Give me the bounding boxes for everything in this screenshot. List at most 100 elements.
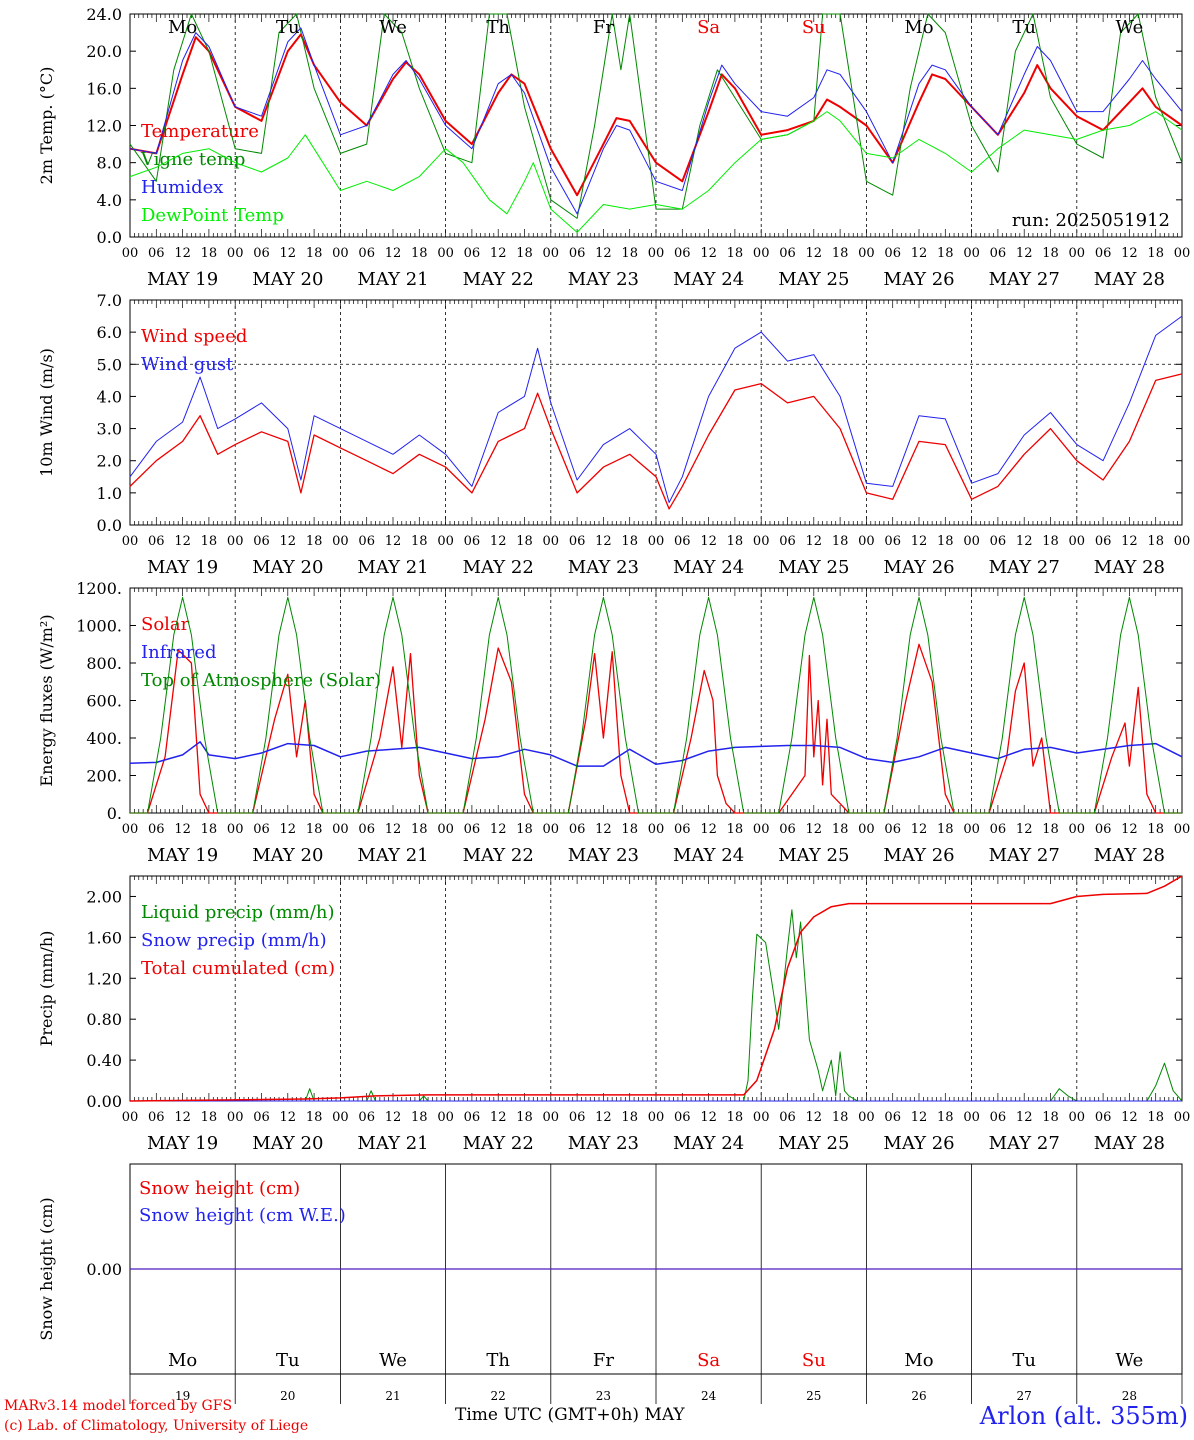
day-number-label: 19 bbox=[175, 1389, 190, 1403]
x-hour-label: 06 bbox=[464, 534, 481, 549]
x-hour-label: 00 bbox=[963, 534, 980, 549]
x-hour-label: 18 bbox=[516, 246, 533, 261]
x-date-label: MAY 24 bbox=[673, 269, 744, 290]
x-date-label: MAY 25 bbox=[778, 845, 849, 866]
legend-entry: Wind speed bbox=[141, 326, 247, 347]
x-hour-label: 18 bbox=[306, 822, 323, 837]
x-hour-label: 18 bbox=[727, 1110, 744, 1125]
x-hour-label: 06 bbox=[253, 246, 270, 261]
x-date-label: MAY 20 bbox=[252, 845, 323, 866]
y-tick-label: 0. bbox=[107, 804, 122, 823]
x-hour-label: 06 bbox=[884, 1110, 901, 1125]
x-hour-label: 06 bbox=[884, 822, 901, 837]
x-hour-label: 18 bbox=[621, 1110, 638, 1125]
day-number-label: 21 bbox=[385, 1389, 400, 1403]
x-date-label: MAY 19 bbox=[147, 557, 218, 578]
x-hour-label: 00 bbox=[963, 1110, 980, 1125]
x-hour-label: 00 bbox=[437, 534, 454, 549]
x-hour-label: 06 bbox=[569, 534, 586, 549]
x-hour-label: 00 bbox=[227, 246, 244, 261]
x-hour-label: 06 bbox=[779, 822, 796, 837]
x-hour-label: 12 bbox=[280, 822, 297, 837]
day-number-label: 22 bbox=[491, 1389, 506, 1403]
station-label: Arlon (alt. 355m) bbox=[979, 1402, 1188, 1430]
day-name-label: We bbox=[379, 1350, 407, 1371]
x-hour-label: 12 bbox=[385, 1110, 402, 1125]
x-hour-label: 00 bbox=[437, 246, 454, 261]
y-tick-label: 1.0 bbox=[97, 484, 122, 503]
series-line-temperature bbox=[129, 33, 1183, 197]
x-hour-label: 00 bbox=[1069, 1110, 1086, 1125]
x-hour-label: 06 bbox=[148, 1110, 165, 1125]
x-date-label: MAY 22 bbox=[463, 1133, 534, 1154]
y-tick-label: 3.0 bbox=[97, 420, 122, 439]
x-hour-label: 18 bbox=[832, 1110, 849, 1125]
x-hour-label: 06 bbox=[253, 1110, 270, 1125]
x-date-label: MAY 20 bbox=[252, 269, 323, 290]
panel-frame bbox=[129, 13, 1183, 238]
x-hour-label: 06 bbox=[358, 246, 375, 261]
y-tick-label: 4.0 bbox=[97, 387, 122, 406]
day-name-label: Sa bbox=[697, 1350, 720, 1371]
x-hour-label: 06 bbox=[674, 534, 691, 549]
x-hour-label: 12 bbox=[490, 534, 507, 549]
legend-entry: Wind gust bbox=[141, 354, 234, 375]
x-hour-label: 00 bbox=[648, 534, 665, 549]
x-hour-label: 12 bbox=[280, 246, 297, 261]
x-hour-label: 18 bbox=[306, 246, 323, 261]
day-number-label: 20 bbox=[280, 1389, 295, 1403]
y-tick-label: 16.0 bbox=[86, 79, 122, 98]
x-hour-label: 00 bbox=[753, 822, 770, 837]
day-name-label: We bbox=[1116, 17, 1144, 38]
legend-entry: Top of Atmosphere (Solar) bbox=[141, 670, 381, 691]
y-tick-label: 7.0 bbox=[97, 291, 122, 310]
x-hour-label: 06 bbox=[148, 534, 165, 549]
panel-frame bbox=[129, 587, 1183, 814]
y-axis-title: Energy fluxes (W/m²) bbox=[37, 614, 56, 786]
x-hour-label: 06 bbox=[884, 534, 901, 549]
legend-entry: Total cumulated (cm) bbox=[141, 958, 335, 979]
x-hour-label: 12 bbox=[911, 822, 928, 837]
x-date-label: MAY 19 bbox=[147, 845, 218, 866]
x-hour-label: 18 bbox=[727, 246, 744, 261]
y-tick-label: 20.0 bbox=[86, 42, 122, 61]
x-hour-label: 18 bbox=[516, 822, 533, 837]
x-hour-label: 06 bbox=[674, 246, 691, 261]
series-line-dewpoint-temp bbox=[129, 111, 1183, 233]
x-hour-label: 00 bbox=[227, 1110, 244, 1125]
x-date-label: MAY 24 bbox=[673, 1133, 744, 1154]
x-hour-label: 12 bbox=[806, 246, 823, 261]
x-date-label: MAY 21 bbox=[357, 269, 428, 290]
x-hour-label: 18 bbox=[937, 1110, 954, 1125]
x-hour-label: 06 bbox=[253, 534, 270, 549]
x-hour-label: 18 bbox=[621, 246, 638, 261]
x-hour-label: 00 bbox=[122, 822, 139, 837]
x-date-label: MAY 26 bbox=[883, 845, 954, 866]
y-tick-label: 1.60 bbox=[86, 928, 122, 947]
x-hour-label: 00 bbox=[648, 246, 665, 261]
x-hour-label: 12 bbox=[385, 822, 402, 837]
x-hour-label: 12 bbox=[280, 534, 297, 549]
x-hour-label: 06 bbox=[1095, 246, 1112, 261]
x-hour-label: 18 bbox=[1147, 534, 1164, 549]
x-hour-label: 18 bbox=[832, 246, 849, 261]
x-hour-label: 00 bbox=[122, 534, 139, 549]
x-hour-label: 00 bbox=[963, 246, 980, 261]
x-hour-label: 06 bbox=[148, 246, 165, 261]
day-name-label: Th bbox=[486, 17, 510, 38]
x-hour-label: 00 bbox=[227, 534, 244, 549]
x-hour-label: 06 bbox=[990, 534, 1007, 549]
x-hour-label: 12 bbox=[490, 822, 507, 837]
x-hour-label: 06 bbox=[569, 1110, 586, 1125]
x-hour-label: 18 bbox=[411, 822, 428, 837]
x-hour-label: 00 bbox=[543, 822, 560, 837]
panel-frame bbox=[129, 299, 1183, 526]
day-number-label: 23 bbox=[596, 1389, 611, 1403]
x-hour-label: 18 bbox=[306, 534, 323, 549]
x-hour-label: 00 bbox=[1069, 246, 1086, 261]
x-date-label: MAY 25 bbox=[778, 1133, 849, 1154]
x-hour-label: 00 bbox=[963, 822, 980, 837]
day-name-label: Mo bbox=[904, 1350, 933, 1371]
x-hour-label: 18 bbox=[832, 822, 849, 837]
x-hour-label: 00 bbox=[437, 822, 454, 837]
